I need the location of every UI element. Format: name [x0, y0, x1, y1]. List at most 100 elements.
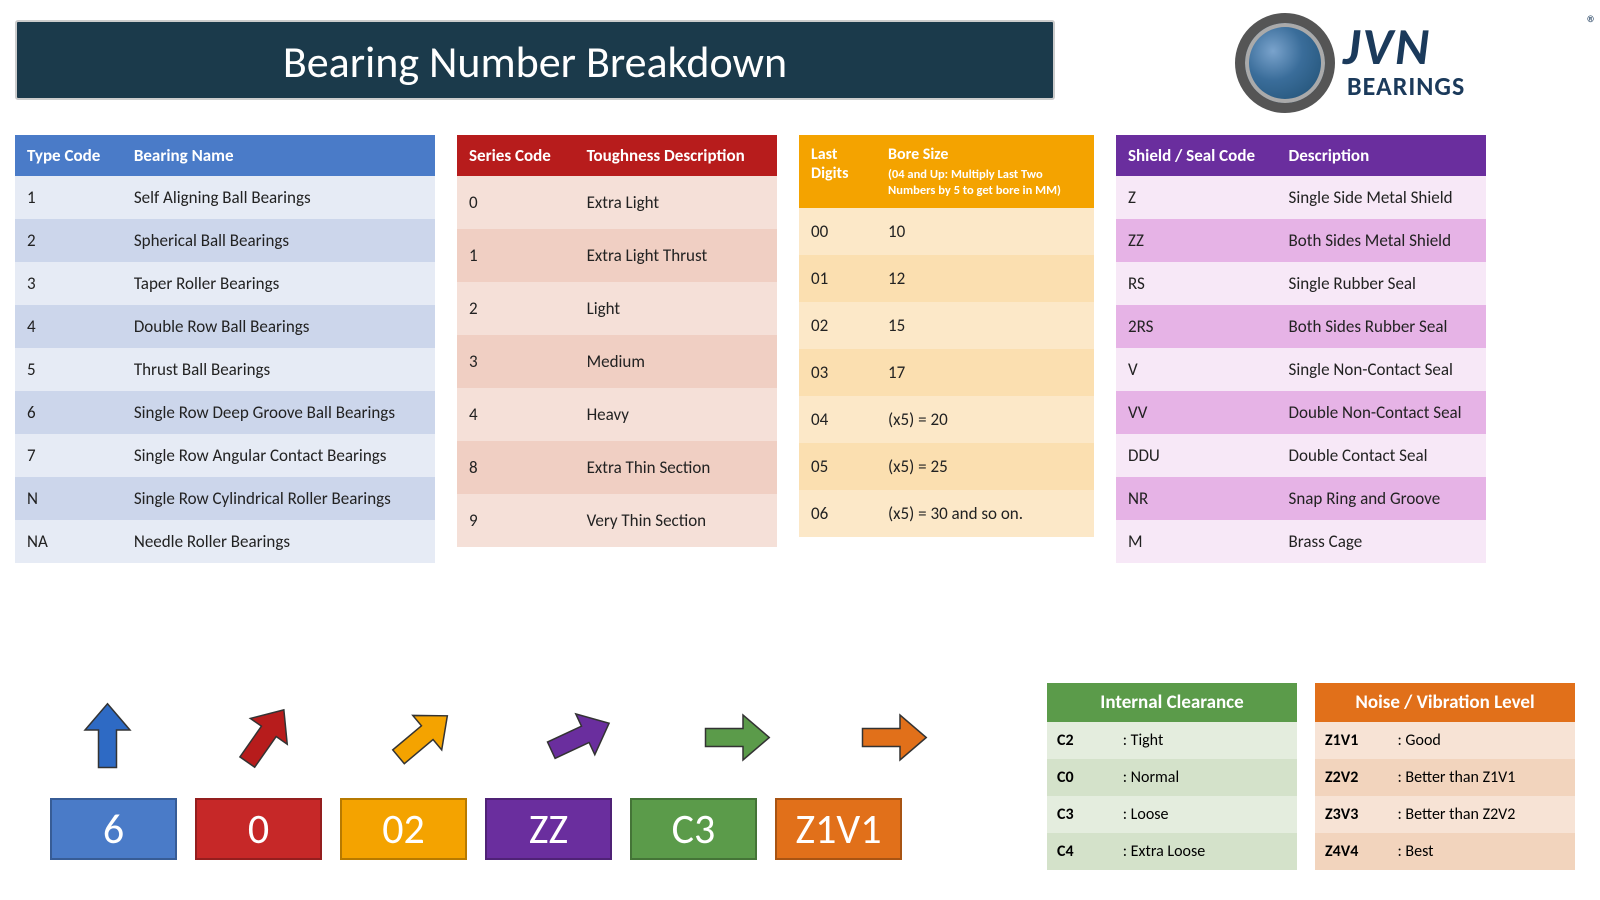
bore-size-table: Last DigitsBore Size(04 and Up: Multiply…: [799, 135, 1094, 537]
cell: 04: [799, 396, 876, 443]
cell: V: [1116, 348, 1277, 391]
col-header: Type Code: [15, 135, 122, 176]
cell: : Good: [1388, 722, 1575, 759]
cell: ZZ: [1116, 219, 1277, 262]
cell: Z2V2: [1315, 759, 1388, 796]
arrow-icon: [227, 700, 302, 780]
table-row: 1Extra Light Thrust: [457, 229, 777, 282]
cell: 3: [457, 335, 575, 388]
code-box: 02: [340, 798, 467, 860]
cell: Taper Roller Bearings: [122, 262, 435, 305]
table-row: ZZBoth Sides Metal Shield: [1116, 219, 1486, 262]
cell: : Better than Z2V2: [1388, 796, 1575, 833]
table-row: 0112: [799, 255, 1094, 302]
cell: Z1V1: [1315, 722, 1388, 759]
shield-seal-table: Shield / Seal CodeDescriptionZSingle Sid…: [1116, 135, 1486, 563]
code-box: Z1V1: [775, 798, 902, 860]
cell: M: [1116, 520, 1277, 563]
bearing-icon: [1235, 13, 1335, 113]
cell: Single Non-Contact Seal: [1277, 348, 1486, 391]
cell: Single Row Cylindrical Roller Bearings: [122, 477, 435, 520]
cell: C0: [1047, 759, 1113, 796]
cell: : Normal: [1113, 759, 1297, 796]
table-row: 8Extra Thin Section: [457, 441, 777, 494]
cell: 1: [15, 176, 122, 219]
col-header: Description: [1277, 135, 1486, 176]
cell: Single Row Angular Contact Bearings: [122, 434, 435, 477]
table-row: C0: Normal: [1047, 759, 1297, 796]
registered-icon: ®: [1587, 12, 1597, 36]
cell: : Extra Loose: [1113, 833, 1297, 870]
cell: (x5) = 30 and so on.: [876, 490, 1094, 537]
code-box: 6: [50, 798, 177, 860]
cell: 4: [457, 388, 575, 441]
cell: 02: [799, 302, 876, 349]
cell: 4: [15, 305, 122, 348]
table-row: 7Single Row Angular Contact Bearings: [15, 434, 435, 477]
brand-logo: JVN BEARINGS ®: [1235, 10, 1575, 115]
cell: C3: [1047, 796, 1113, 833]
table-row: ZSingle Side Metal Shield: [1116, 176, 1486, 219]
cell: Very Thin Section: [575, 494, 777, 547]
table-row: 5Thrust Ball Bearings: [15, 348, 435, 391]
cell: Double Contact Seal: [1277, 434, 1486, 477]
table-row: Z1V1: Good: [1315, 722, 1575, 759]
arrow-icon: [541, 700, 616, 780]
code-box: ZZ: [485, 798, 612, 860]
cell: : Loose: [1113, 796, 1297, 833]
series-code-table: Series CodeToughness Description0Extra L…: [457, 135, 777, 547]
table-row: MBrass Cage: [1116, 520, 1486, 563]
col-header: Toughness Description: [575, 135, 777, 176]
table-row: C2: Tight: [1047, 722, 1297, 759]
arrow-icon: [698, 700, 773, 780]
col-header: Bearing Name: [122, 135, 435, 176]
table-row: 3Medium: [457, 335, 777, 388]
cell: 10: [876, 208, 1094, 255]
arrow-icon: [384, 700, 459, 780]
table-row: Z3V3: Better than Z2V2: [1315, 796, 1575, 833]
cell: 03: [799, 349, 876, 396]
arrow-icon: [70, 700, 145, 780]
cell: Double Non-Contact Seal: [1277, 391, 1486, 434]
cell: Heavy: [575, 388, 777, 441]
table-row: Z4V4: Best: [1315, 833, 1575, 870]
table-row: VVDouble Non-Contact Seal: [1116, 391, 1486, 434]
cell: DDU: [1116, 434, 1277, 477]
arrow-row: [70, 700, 930, 780]
table-row: NSingle Row Cylindrical Roller Bearings: [15, 477, 435, 520]
table-row: 06(x5) = 30 and so on.: [799, 490, 1094, 537]
code-box-row: 6002ZZC3Z1V1: [50, 798, 902, 860]
type-code-table: Type CodeBearing Name1Self Aligning Ball…: [15, 135, 435, 563]
cell: Z4V4: [1315, 833, 1388, 870]
cell: Z: [1116, 176, 1277, 219]
table-row: 2RSBoth Sides Rubber Seal: [1116, 305, 1486, 348]
table-row: 05(x5) = 25: [799, 443, 1094, 490]
cell: Single Side Metal Shield: [1277, 176, 1486, 219]
logo-sub: BEARINGS: [1343, 70, 1469, 102]
table-row: C4: Extra Loose: [1047, 833, 1297, 870]
mini-tables: Internal ClearanceC2: TightC0: NormalC3:…: [1047, 683, 1575, 870]
cell: C4: [1047, 833, 1113, 870]
cell: Both Sides Rubber Seal: [1277, 305, 1486, 348]
cell: 3: [15, 262, 122, 305]
table-row: 0Extra Light: [457, 176, 777, 229]
table-row: 1Self Aligning Ball Bearings: [15, 176, 435, 219]
logo-brand: JVN: [1343, 23, 1469, 70]
cell: Medium: [575, 335, 777, 388]
cell: C2: [1047, 722, 1113, 759]
cell: Spherical Ball Bearings: [122, 219, 435, 262]
cell: Extra Light Thrust: [575, 229, 777, 282]
cell: Double Row Ball Bearings: [122, 305, 435, 348]
cell: Light: [575, 282, 777, 335]
tables-row: Type CodeBearing Name1Self Aligning Ball…: [15, 135, 1585, 563]
cell: NA: [15, 520, 122, 563]
col-header: Shield / Seal Code: [1116, 135, 1277, 176]
table-row: DDUDouble Contact Seal: [1116, 434, 1486, 477]
col-header: Series Code: [457, 135, 575, 176]
cell: 01: [799, 255, 876, 302]
cell: NR: [1116, 477, 1277, 520]
table-row: 9Very Thin Section: [457, 494, 777, 547]
table-row: 6Single Row Deep Groove Ball Bearings: [15, 391, 435, 434]
cell: Thrust Ball Bearings: [122, 348, 435, 391]
cell: 5: [15, 348, 122, 391]
